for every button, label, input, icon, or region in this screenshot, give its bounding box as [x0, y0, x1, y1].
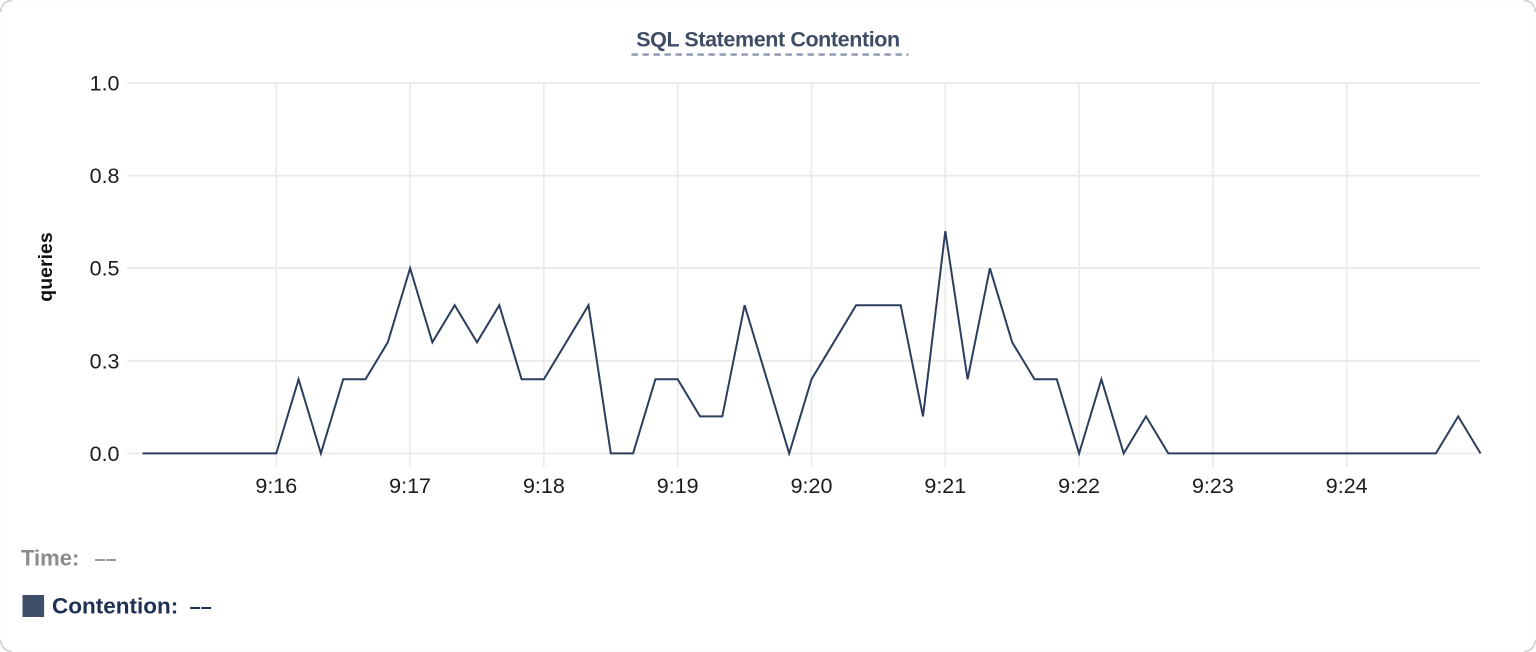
svg-text:Time:: Time:: [21, 546, 79, 571]
svg-text:––: ––: [95, 549, 117, 571]
svg-text:1.0: 1.0: [90, 72, 120, 96]
svg-text:9:18: 9:18: [523, 474, 565, 498]
svg-text:0.3: 0.3: [90, 349, 120, 373]
svg-text:queries: queries: [35, 232, 57, 302]
svg-text:9:23: 9:23: [1192, 474, 1234, 498]
svg-text:9:17: 9:17: [389, 474, 431, 498]
svg-text:9:20: 9:20: [791, 474, 833, 498]
svg-text:9:21: 9:21: [924, 474, 966, 498]
svg-text:9:24: 9:24: [1326, 474, 1368, 498]
svg-text:0.0: 0.0: [90, 442, 120, 466]
svg-text:SQL Statement Contention: SQL Statement Contention: [636, 28, 900, 52]
svg-text:Contention:: Contention:: [52, 594, 178, 619]
svg-text:––: ––: [190, 597, 212, 619]
svg-text:0.5: 0.5: [90, 257, 120, 281]
svg-text:0.8: 0.8: [90, 164, 120, 188]
svg-text:9:16: 9:16: [255, 474, 297, 498]
svg-text:9:19: 9:19: [657, 474, 699, 498]
svg-text:9:22: 9:22: [1058, 474, 1100, 498]
